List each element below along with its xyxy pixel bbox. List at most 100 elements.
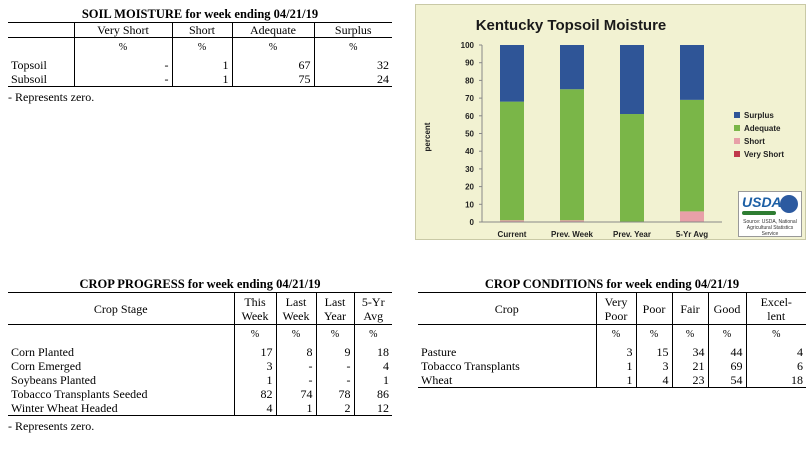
table-cell: 2 <box>315 401 354 416</box>
unit-cell <box>418 325 596 346</box>
table-row: Corn Emerged 3 - - 4 <box>8 359 392 373</box>
chart-title: Kentucky Topsoil Moisture <box>476 17 667 34</box>
chart-canvas: Kentucky Topsoil Moisture percent 0 10 20 3… <box>423 17 784 239</box>
legend-swatch <box>734 125 740 131</box>
table-row: Corn Planted 17 8 9 18 <box>8 345 392 359</box>
bar-segment-surplus <box>500 45 524 102</box>
table-cell: - <box>315 373 354 387</box>
table-cell: 74 <box>275 387 316 401</box>
col-header: Very Short <box>73 22 172 38</box>
table-cell: 21 <box>671 359 708 373</box>
soil-moisture-title: SOIL MOISTURE for week ending 04/21/19 <box>81 7 319 21</box>
col-header: Short <box>171 22 232 38</box>
crop-conditions-title: CROP CONDITIONS for week ending 04/21/19 <box>484 277 740 291</box>
table-row: Tobacco Transplants Seeded 82 74 78 86 <box>8 387 392 401</box>
unit-cell: % <box>275 324 316 345</box>
table-cell: 32 <box>313 58 392 72</box>
table-row: Subsoil - 1 75 24 <box>8 72 392 87</box>
table-cell: 1 <box>171 58 232 72</box>
y-tick-label: 100 <box>461 41 475 50</box>
row-label: Tobacco Transplants Seeded <box>11 387 148 401</box>
col-header: Excel-lent <box>745 292 806 325</box>
y-tick-label: 80 <box>465 76 474 85</box>
crop-progress-title: CROP PROGRESS for week ending 04/21/19 <box>79 277 321 291</box>
col-header: Adequate <box>231 22 314 38</box>
table-row: Tobacco Transplants 1 3 21 69 6 <box>418 359 806 373</box>
table-cell: 4 <box>745 345 806 359</box>
y-axis: 0 10 20 30 40 50 60 70 80 90 100 <box>461 41 483 227</box>
row-label: Corn Emerged <box>11 359 82 373</box>
table-cell: 18 <box>353 345 392 359</box>
unit-cell: % <box>707 324 746 345</box>
table-cell: 4 <box>353 359 392 373</box>
col-header: 5-Yr Avg <box>353 292 392 325</box>
col-header: Poor <box>635 292 672 325</box>
row-label: Soybeans Planted <box>11 373 96 387</box>
table-cell: 3 <box>595 345 636 359</box>
crop-conditions-table: Crop Very Poor Poor Fair Good Excel-lent … <box>418 292 806 388</box>
y-tick-label: 70 <box>465 94 474 103</box>
unit-cell <box>8 325 234 346</box>
table-cell: 1 <box>353 373 392 387</box>
col-header: Crop Stage <box>8 292 234 325</box>
legend-label: Adequate <box>744 124 781 133</box>
bar-segment-adequate <box>680 99 704 212</box>
col-header: Very Poor <box>595 292 636 325</box>
table-row: Soybeans Planted 1 - - 1 <box>8 373 392 387</box>
bar-segment-adequate <box>500 101 524 221</box>
usda-logo: USDA Source: USDA, National Agricultural… <box>738 191 802 237</box>
table-cell: 8 <box>275 345 316 359</box>
x-tick-label: 5-Yr Avg <box>676 230 708 239</box>
col-header: Fair <box>671 292 708 325</box>
table-cell: 24 <box>313 72 392 87</box>
footnote: - Represents zero. <box>8 419 95 433</box>
topsoil-moisture-chart: Kentucky Topsoil Moisture percent 0 10 20 3… <box>415 4 806 240</box>
unit-cell: % <box>315 324 354 345</box>
y-tick-label: 30 <box>465 165 474 174</box>
table-row: Wheat 1 4 23 54 18 <box>418 373 806 388</box>
table-cell: 3 <box>635 359 672 373</box>
x-axis: Current Prev. Week Prev. Year 5-Yr Avg <box>482 221 722 239</box>
logo-source-text: Source: USDA, National Agricultural Stat… <box>743 219 797 237</box>
table-cell: 75 <box>231 72 314 87</box>
col-header: This Week <box>233 292 276 325</box>
table-cell: - <box>315 359 354 373</box>
y-axis-label: percent <box>423 122 432 151</box>
crop-conditions-section: CROP CONDITIONS for week ending 04/21/19… <box>418 276 806 388</box>
y-tick-label: 0 <box>470 218 475 227</box>
table-cell: 9 <box>315 345 354 359</box>
unit-cell: % <box>635 324 672 345</box>
unit-cell: % <box>231 37 314 58</box>
col-header <box>8 22 74 38</box>
unit-cell <box>8 38 74 59</box>
seal-icon <box>780 195 798 213</box>
table-cell: 34 <box>671 345 708 359</box>
y-tick-label: 50 <box>465 130 474 139</box>
table-cell: 6 <box>745 359 806 373</box>
x-tick-label: Prev. Week <box>551 230 594 239</box>
bar-segment-short <box>500 220 524 222</box>
table-cell: 1 <box>275 401 316 416</box>
y-tick-label: 40 <box>465 147 474 156</box>
row-label: Subsoil <box>8 72 74 87</box>
unit-cell: % <box>353 324 392 345</box>
table-cell: 44 <box>707 345 746 359</box>
table-cell: 4 <box>233 401 276 416</box>
legend-swatch <box>734 138 740 144</box>
col-header: Surplus <box>313 22 392 38</box>
table-cell: 78 <box>315 387 354 401</box>
table-cell: 18 <box>745 373 806 388</box>
table-cell: 1 <box>233 373 276 387</box>
bar-segment-adequate <box>560 89 584 221</box>
table-cell: - <box>73 58 172 72</box>
table-row: Pasture 3 15 34 44 4 <box>418 345 806 359</box>
bar-segment-surplus <box>560 45 584 90</box>
unit-cell: % <box>233 324 276 345</box>
table-cell: 86 <box>353 387 392 401</box>
table-row: Winter Wheat Headed 4 1 2 12 <box>8 401 392 416</box>
row-label: Wheat <box>418 373 596 388</box>
bar-segment-surplus <box>620 45 644 115</box>
row-label: Corn Planted <box>11 345 74 359</box>
legend-swatch <box>734 112 740 118</box>
unit-cell: % <box>595 324 636 345</box>
